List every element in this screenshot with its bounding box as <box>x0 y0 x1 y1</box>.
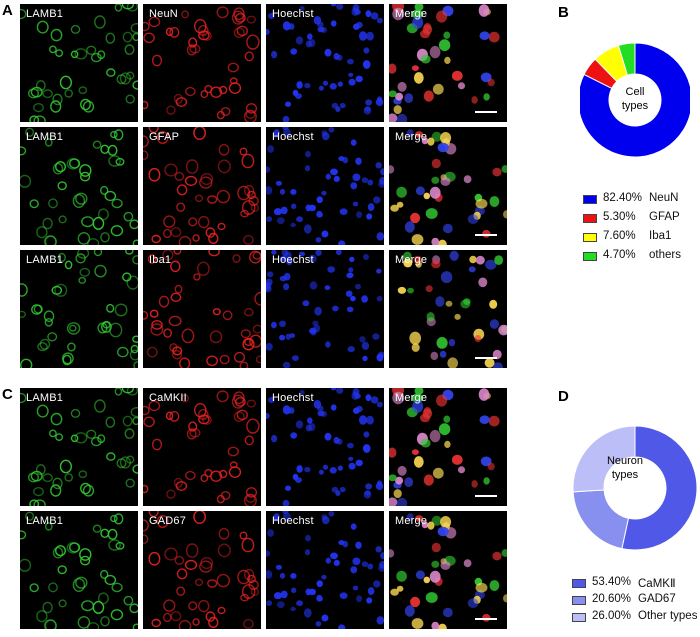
scale-bar <box>475 111 497 113</box>
legend-label: CaMKⅡ <box>638 578 676 590</box>
micrograph-tile: LAMB1 <box>20 511 138 629</box>
micrograph-tile: LAMB1 <box>20 388 138 506</box>
micrograph-tile: Iba1 <box>143 250 261 368</box>
legend-swatch <box>572 596 586 605</box>
legend-neuron-types: 53.40% CaMKⅡ 20.60% GAD67 26.00% Other types <box>572 576 700 636</box>
donut-center-label-d: Neuron types <box>590 454 660 482</box>
channel-label: Hoechst <box>272 131 314 143</box>
legend-value: 26.00% <box>592 610 632 622</box>
legend-value: 82.40% <box>603 192 643 204</box>
legend-swatch <box>583 214 597 223</box>
donut-chart-cell-types <box>580 42 690 158</box>
donut-center-line-1: Neuron <box>606 455 644 467</box>
micrograph-tile: NeuN <box>143 4 261 122</box>
scale-bar <box>475 495 497 497</box>
legend-label: GFAP <box>649 211 680 223</box>
legend-value: 4.70% <box>603 249 636 261</box>
donut-slice-others <box>617 42 636 76</box>
legend-label: Other types <box>638 610 698 622</box>
donut-slice-other-types <box>572 425 636 493</box>
panel-letter-d: D <box>558 388 569 405</box>
donut-center-line-2: types <box>621 100 649 112</box>
donut-center-line-2: types <box>611 469 639 481</box>
micrograph-tile: GAD67 <box>143 511 261 629</box>
channel-label: Hoechst <box>272 392 314 404</box>
legend-value: 7.60% <box>603 230 636 242</box>
channel-label: GFAP <box>149 131 180 143</box>
channel-label: Merge <box>395 8 428 20</box>
channel-label: Hoechst <box>272 8 314 20</box>
legend-swatch <box>583 195 597 204</box>
micrograph-tile: LAMB1 <box>20 250 138 368</box>
legend-label: NeuN <box>649 192 679 204</box>
legend-swatch <box>572 579 586 588</box>
donut-slice-neun <box>580 42 690 158</box>
donut-center-line-1: Cell <box>625 86 645 98</box>
micrograph-tile: LAMB1 <box>20 4 138 122</box>
micrograph-tile: Hoechst <box>266 127 384 245</box>
channel-label: LAMB1 <box>26 392 64 404</box>
micrograph-tile: Hoechst <box>266 4 384 122</box>
legend-label: others <box>649 249 681 261</box>
scale-bar <box>475 234 497 236</box>
channel-label: Merge <box>395 392 428 404</box>
micrograph-tile: Merge <box>389 388 507 506</box>
scale-bar <box>475 618 497 620</box>
legend-swatch <box>583 252 597 261</box>
micrograph-tile: Merge <box>389 250 507 368</box>
micrograph-tile: Hoechst <box>266 250 384 368</box>
legend-cell-types: 82.40% NeuN 5.30% GFAP 7.60% Iba1 4.70% others <box>583 192 700 262</box>
legend-value: 20.60% <box>592 593 632 605</box>
channel-label: LAMB1 <box>26 515 64 527</box>
micrograph-tile: Merge <box>389 511 507 629</box>
channel-label: CaMKII <box>149 392 187 404</box>
panel-letter-c: C <box>2 386 13 403</box>
legend-value: 53.40% <box>592 576 632 588</box>
channel-label: Iba1 <box>149 254 172 266</box>
scale-bar <box>475 357 497 359</box>
micrograph-tile: Hoechst <box>266 511 384 629</box>
panel-letter-a: A <box>2 2 13 19</box>
micrograph-tile: LAMB1 <box>20 127 138 245</box>
donut-center-label-b: Cell types <box>600 85 670 113</box>
donut-chart-neuron-types <box>572 425 698 551</box>
channel-label: LAMB1 <box>26 254 64 266</box>
legend-value: 5.30% <box>603 211 636 223</box>
channel-label: NeuN <box>149 8 178 20</box>
micrograph-tile: Merge <box>389 127 507 245</box>
channel-label: LAMB1 <box>26 131 64 143</box>
channel-label: LAMB1 <box>26 8 64 20</box>
legend-label: GAD67 <box>638 593 676 605</box>
channel-label: Merge <box>395 254 428 266</box>
legend-swatch <box>583 233 597 242</box>
donut-slice-gad67 <box>572 489 630 550</box>
panel-letter-b: B <box>558 4 569 21</box>
micrograph-tile: Merge <box>389 4 507 122</box>
donut-slice-camk- <box>621 425 698 551</box>
channel-label: Merge <box>395 131 428 143</box>
channel-label: Hoechst <box>272 515 314 527</box>
channel-label: Merge <box>395 515 428 527</box>
micrograph-tile: GFAP <box>143 127 261 245</box>
legend-label: Iba1 <box>649 230 672 242</box>
micrograph-tile: CaMKII <box>143 388 261 506</box>
channel-label: GAD67 <box>149 515 187 527</box>
micrograph-tile: Hoechst <box>266 388 384 506</box>
legend-swatch <box>572 613 586 622</box>
channel-label: Hoechst <box>272 254 314 266</box>
